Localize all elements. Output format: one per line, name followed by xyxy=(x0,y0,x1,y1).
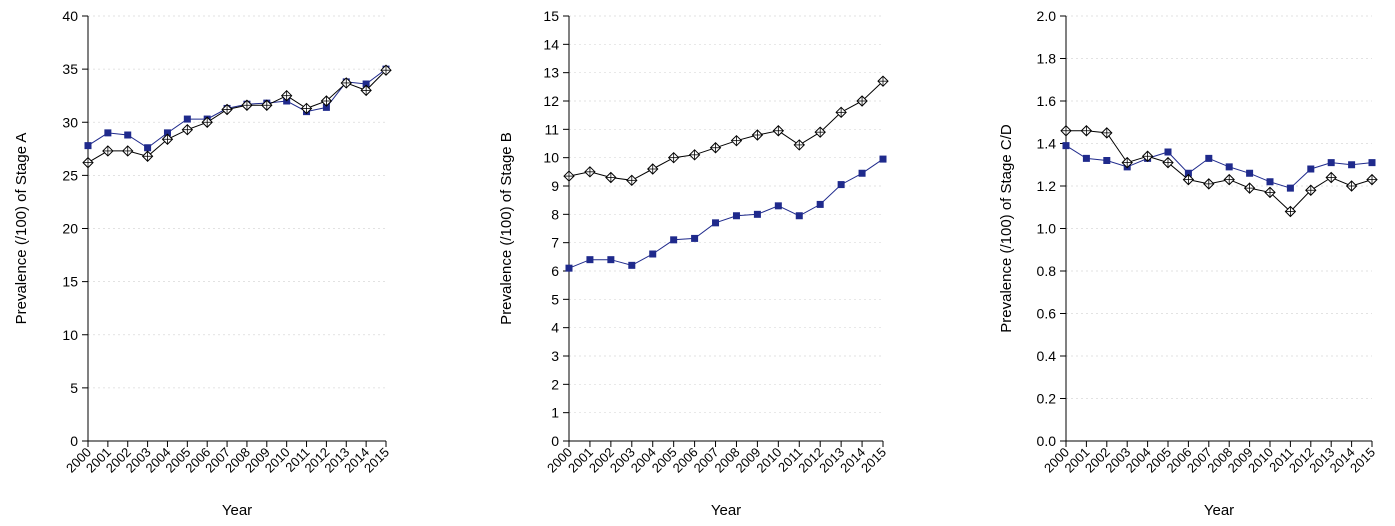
y-tick-label: 10 xyxy=(62,327,78,343)
data-point-square xyxy=(84,142,92,150)
y-tick-label: 0.2 xyxy=(1037,391,1057,407)
y-tick-label: 15 xyxy=(62,274,78,290)
y-tick-label: 11 xyxy=(544,121,559,137)
data-point-square xyxy=(1205,154,1213,162)
series-square xyxy=(565,155,887,272)
y-axis-title: Prevalence (/100) of Stage B xyxy=(498,132,515,325)
data-point-square xyxy=(774,202,782,210)
series-line xyxy=(87,69,387,164)
data-point-square xyxy=(1307,165,1315,173)
data-point-square xyxy=(362,80,370,88)
data-point-square xyxy=(837,181,845,189)
y-tick-label: 15 xyxy=(543,8,559,24)
series-line xyxy=(568,80,884,181)
y-tick-label: 20 xyxy=(62,221,78,237)
y-tick-label: 0 xyxy=(70,433,78,449)
series-line xyxy=(87,68,387,149)
y-tick-label: 6 xyxy=(551,263,559,279)
y-tick-label: 25 xyxy=(62,167,78,183)
data-point-square xyxy=(183,115,191,123)
y-tick-label: 8 xyxy=(551,206,559,222)
series-square xyxy=(84,65,390,152)
y-tick-label: 3 xyxy=(551,348,559,364)
y-tick-label: 5 xyxy=(70,380,78,396)
y-tick-label: 9 xyxy=(551,178,559,194)
y-tick-label: 7 xyxy=(551,235,559,251)
data-point-square xyxy=(144,144,152,152)
y-tick-label: 13 xyxy=(543,65,559,81)
y-tick-label: 5 xyxy=(551,291,559,307)
y-tick-label: 1.8 xyxy=(1037,51,1057,67)
data-point-square xyxy=(1184,169,1192,177)
data-point-square xyxy=(858,169,866,177)
data-point-square xyxy=(691,234,699,242)
data-point-square xyxy=(1246,169,1254,177)
x-axis-title: Year xyxy=(222,502,252,519)
data-point-square xyxy=(163,129,171,137)
x-axis-title: Year xyxy=(711,502,741,519)
series-line xyxy=(568,158,884,269)
data-point-square xyxy=(1286,184,1294,192)
data-point-square xyxy=(670,236,678,244)
data-point-square xyxy=(1225,163,1233,171)
series-line xyxy=(1066,130,1373,213)
y-tick-label: 2 xyxy=(551,376,559,392)
series-square xyxy=(1062,142,1376,192)
data-point-square xyxy=(1103,157,1111,164)
series-line xyxy=(1065,145,1373,189)
y-tick-label: 0.8 xyxy=(1037,263,1057,279)
y-tick-label: 1.0 xyxy=(1037,221,1057,237)
data-point-square xyxy=(1327,159,1335,167)
y-tick-label: 1.6 xyxy=(1037,93,1057,109)
data-point-square xyxy=(1062,142,1070,150)
y-tick-label: 35 xyxy=(62,61,78,77)
data-point-square xyxy=(795,212,803,220)
y-tick-label: 0.6 xyxy=(1037,306,1057,322)
y-tick-label: 10 xyxy=(543,150,559,166)
data-point-square xyxy=(1082,154,1090,162)
x-tick-label: 2015 xyxy=(858,445,889,476)
x-axis-title: Year xyxy=(1204,502,1234,519)
data-point-square xyxy=(628,261,636,269)
data-point-square xyxy=(586,256,594,264)
data-point-square xyxy=(753,210,761,218)
y-tick-label: 14 xyxy=(543,36,559,52)
data-point-square xyxy=(1368,159,1376,167)
y-tick-label: 1.2 xyxy=(1037,178,1057,194)
y-tick-label: 1 xyxy=(551,405,559,421)
y-tick-label: 0 xyxy=(551,433,559,449)
data-point-square xyxy=(1348,161,1356,169)
data-point-square xyxy=(124,131,132,139)
y-tick-label: 30 xyxy=(62,114,78,130)
data-point-square xyxy=(322,103,330,111)
data-point-square xyxy=(1266,178,1274,186)
y-axis-title: Prevalence (/100) of Stage C/D xyxy=(998,124,1015,333)
series-diamond xyxy=(82,64,392,169)
y-axis-title: Prevalence (/100) of Stage A xyxy=(13,133,30,325)
chart-3: 0.00.20.40.60.81.01.21.41.61.82.02000200… xyxy=(998,8,1378,519)
data-point-square xyxy=(607,256,615,264)
y-tick-label: 1.4 xyxy=(1037,136,1057,152)
y-tick-label: 2.0 xyxy=(1037,8,1057,24)
chart-1: 0510152025303540200020012002200320042005… xyxy=(13,8,392,519)
series-diamond xyxy=(563,75,889,187)
y-tick-label: 0.0 xyxy=(1037,433,1057,449)
y-tick-label: 0.4 xyxy=(1037,348,1057,364)
data-point-square xyxy=(649,250,657,258)
y-tick-label: 40 xyxy=(62,8,78,24)
y-tick-label: 12 xyxy=(543,93,559,109)
data-point-square xyxy=(565,264,573,272)
y-tick-label: 4 xyxy=(551,320,559,336)
data-point-square xyxy=(816,200,824,208)
data-point-square xyxy=(879,155,887,163)
chart-2: 0123456789101112131415200020012002200320… xyxy=(498,8,889,519)
data-point-square xyxy=(712,219,720,227)
series-diamond xyxy=(1060,125,1378,218)
data-point-square xyxy=(732,212,740,220)
data-point-square xyxy=(104,129,112,137)
data-point-square xyxy=(1164,148,1172,156)
